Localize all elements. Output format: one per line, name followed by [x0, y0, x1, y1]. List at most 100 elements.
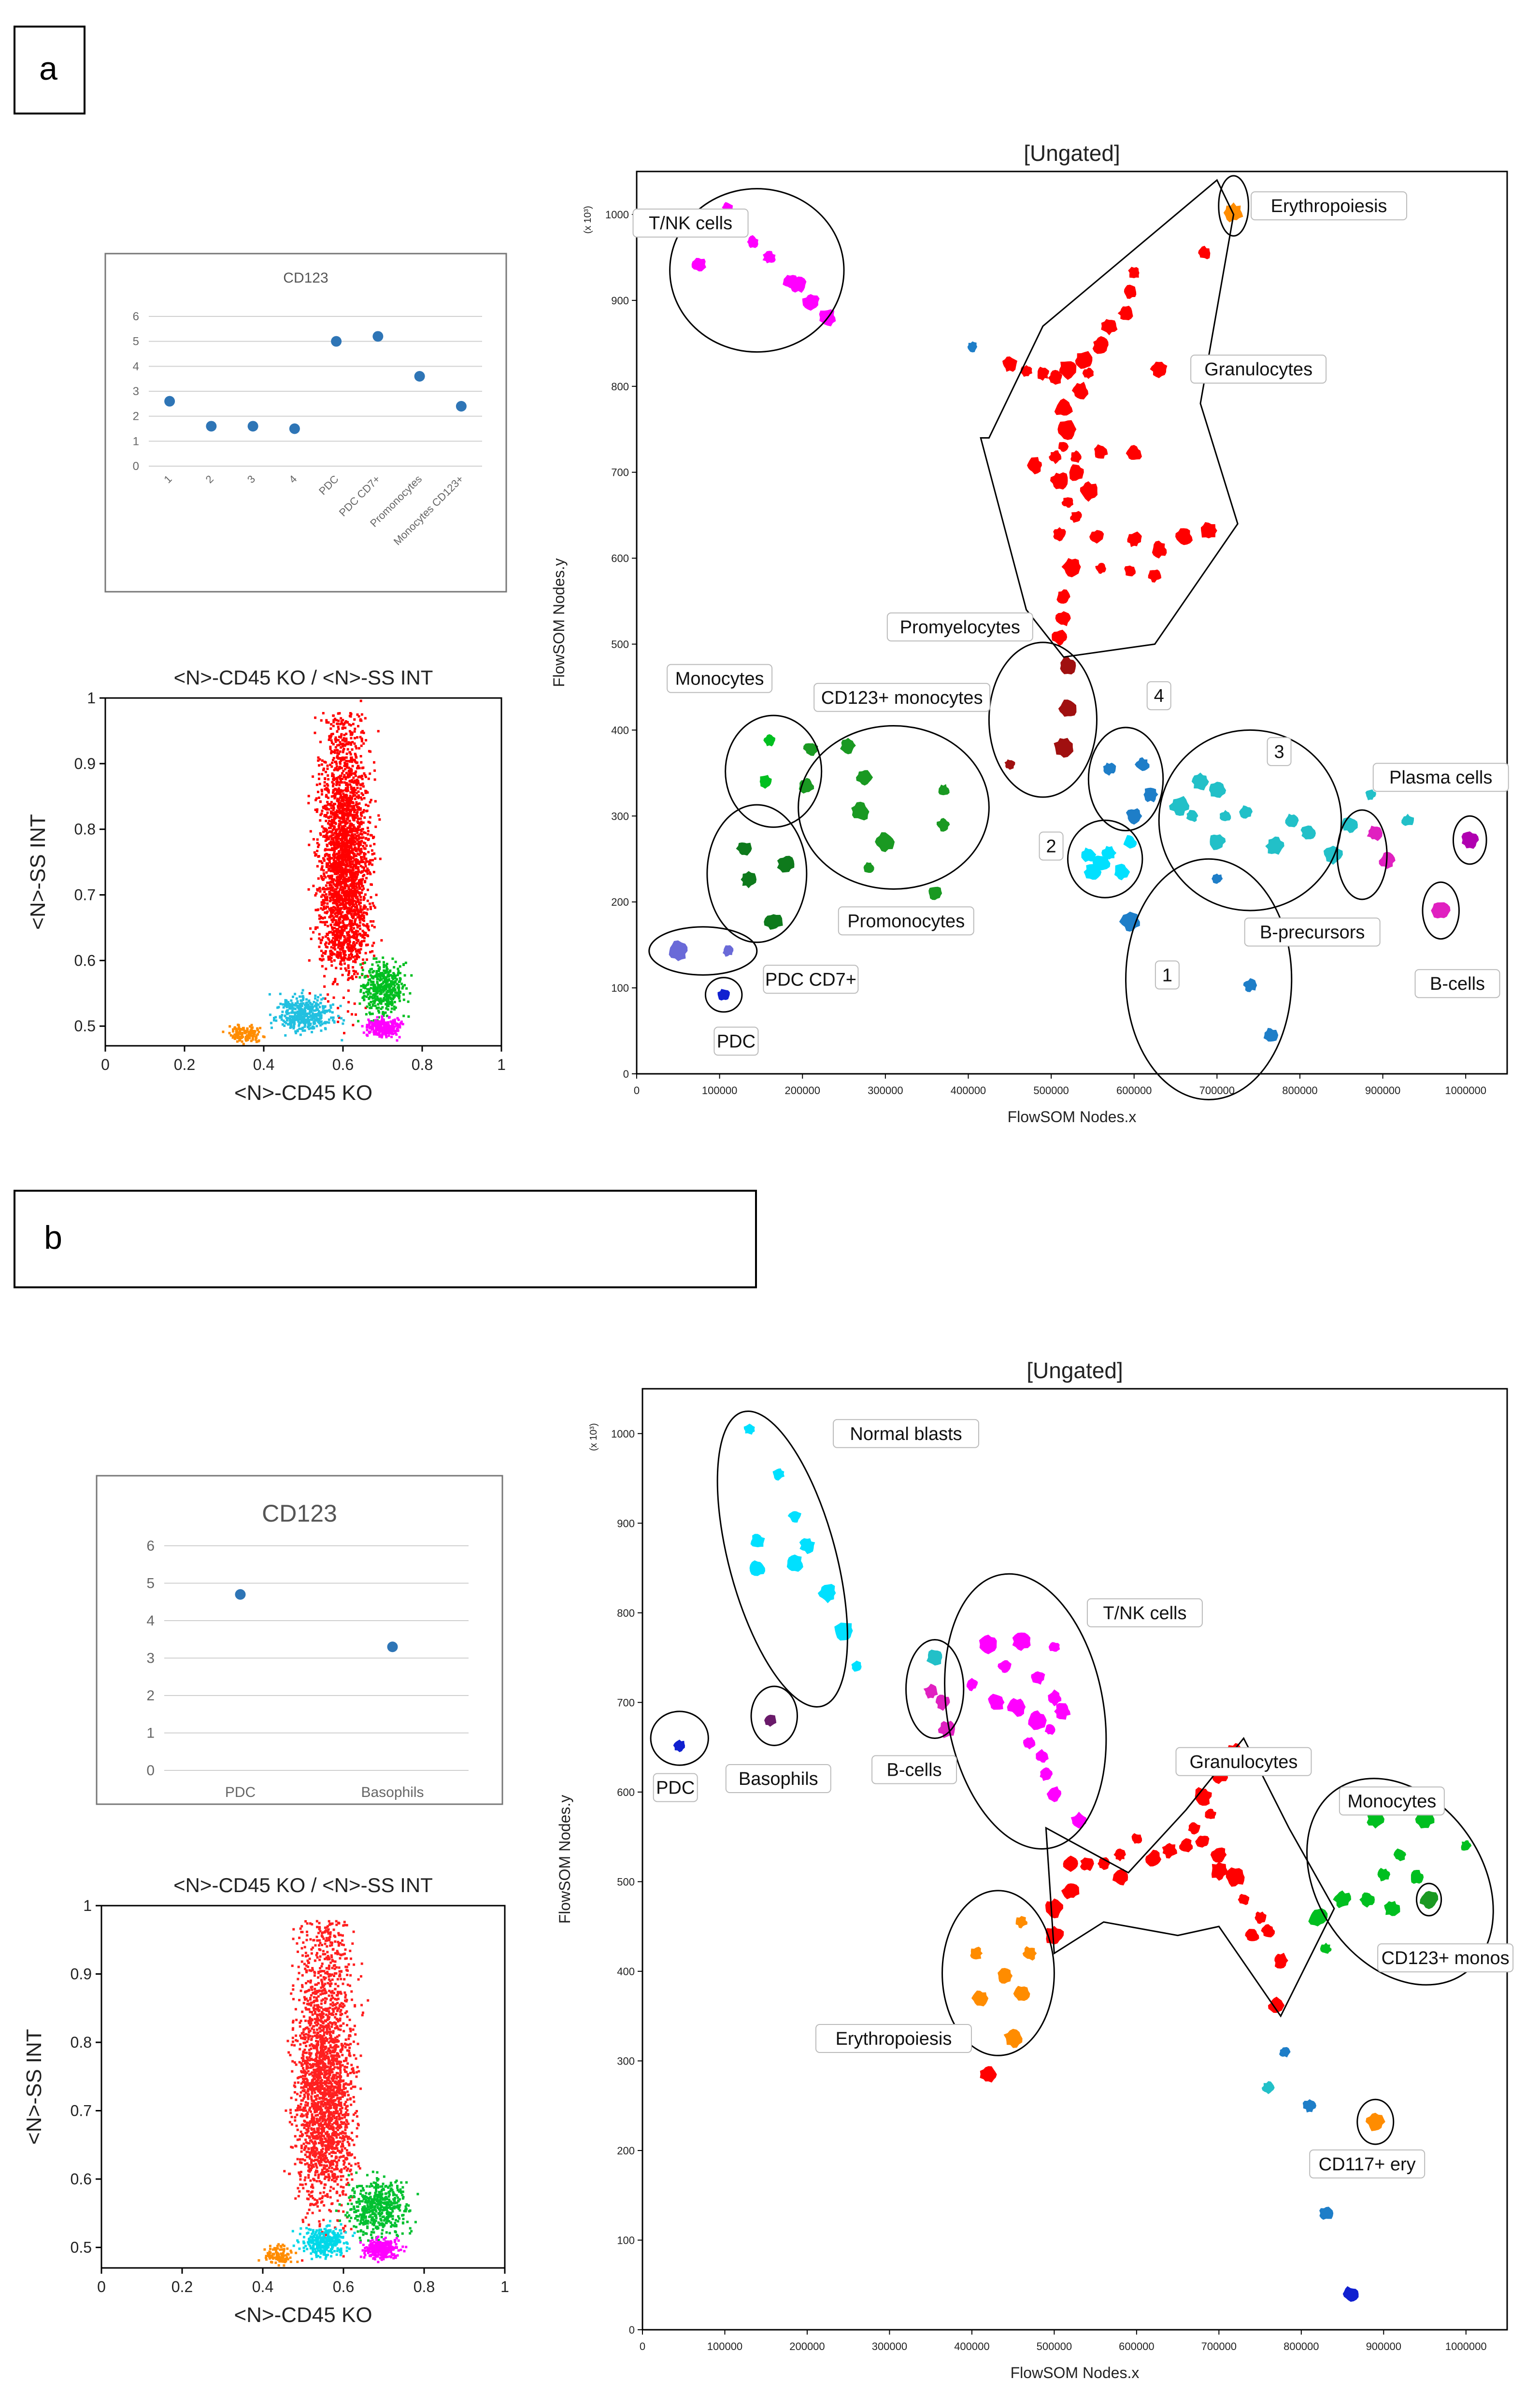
event-dot — [268, 993, 271, 996]
event-dot — [352, 1024, 355, 1026]
event-dot — [324, 952, 327, 955]
som-node — [1080, 481, 1098, 502]
event-dot — [330, 804, 333, 807]
event-dot — [355, 870, 357, 873]
label-text: Promonocytes — [847, 911, 965, 931]
event-dot — [332, 833, 335, 836]
event-dot — [375, 961, 378, 964]
event-dot — [332, 773, 335, 776]
event-dot — [347, 879, 350, 882]
event-dot — [316, 838, 319, 841]
event-dot — [355, 976, 357, 978]
event-dot — [393, 994, 396, 997]
event-dot — [306, 2142, 309, 2145]
event-dot — [366, 983, 369, 986]
event-dot — [325, 815, 328, 818]
event-dot — [357, 866, 359, 869]
event-dot — [352, 801, 355, 804]
event-dot — [312, 2197, 314, 2199]
y-tick-label: 4 — [133, 360, 139, 373]
som-node — [1055, 611, 1071, 627]
event-dot — [308, 2124, 311, 2127]
event-dot — [351, 748, 354, 751]
event-dot — [317, 1010, 320, 1013]
event-dot — [338, 930, 341, 933]
event-dot — [229, 1034, 232, 1037]
event-dot — [353, 718, 356, 721]
event-dot — [371, 853, 374, 855]
event-dot — [334, 938, 337, 941]
event-dot — [332, 898, 335, 900]
event-dot — [248, 1032, 251, 1035]
event-dot — [353, 742, 356, 745]
event-dot — [357, 847, 360, 850]
event-dot — [369, 992, 372, 995]
event-dot — [393, 1018, 396, 1021]
event-dot — [333, 900, 336, 902]
event-dot — [324, 1957, 326, 1960]
event-dot — [320, 2113, 323, 2116]
event-dot — [323, 921, 326, 924]
event-dot — [359, 878, 362, 881]
event-dot — [333, 896, 336, 898]
gate-ellipse — [704, 977, 743, 1013]
event-dot — [327, 958, 330, 961]
event-dot — [338, 743, 341, 746]
event-dot — [351, 885, 353, 888]
event-dot — [322, 2103, 325, 2106]
event-dot — [354, 879, 357, 882]
event-dot — [340, 810, 342, 812]
event-dot — [339, 779, 342, 782]
event-dot — [342, 876, 345, 879]
event-dot — [341, 881, 343, 884]
event-dot — [327, 803, 329, 806]
event-dot — [345, 817, 348, 820]
event-dot — [332, 902, 335, 904]
event-dot — [363, 847, 366, 850]
event-dot — [397, 995, 400, 998]
event-dot — [298, 1024, 300, 1027]
event-dot — [369, 801, 371, 804]
event-dot — [316, 2004, 319, 2007]
event-dot — [352, 776, 355, 779]
y-tick-label: 300 — [611, 810, 629, 822]
gate-ellipse — [798, 725, 990, 890]
event-dot — [337, 928, 339, 931]
event-dot — [385, 992, 388, 995]
event-dot — [353, 973, 356, 975]
event-dot — [356, 820, 359, 823]
event-dot — [340, 883, 342, 885]
event-dot — [306, 2116, 309, 2119]
event-dot — [347, 816, 350, 819]
event-dot — [382, 981, 385, 983]
event-dot — [328, 1924, 331, 1926]
event-dot — [339, 954, 342, 956]
event-dot — [328, 2179, 330, 2181]
event-dot — [354, 943, 356, 946]
event-dot — [319, 1012, 322, 1015]
event-dot — [399, 972, 401, 974]
event-dot — [307, 795, 310, 798]
som-node — [1210, 834, 1226, 850]
event-dot — [344, 913, 347, 916]
event-dot — [321, 2081, 324, 2084]
som-node — [1212, 873, 1223, 884]
event-dot — [391, 1024, 394, 1026]
event-dot — [310, 1952, 313, 1955]
event-dot — [319, 833, 322, 836]
event-dot — [296, 1030, 299, 1033]
event-dot — [355, 939, 358, 941]
event-dot — [323, 858, 326, 861]
event-dot — [378, 1016, 380, 1019]
event-dot — [352, 834, 355, 837]
event-dot — [328, 735, 331, 738]
event-dot — [355, 835, 358, 838]
event-dot — [326, 1945, 328, 1948]
event-dot — [364, 774, 367, 777]
event-dot — [316, 2103, 319, 2106]
som-node — [1058, 442, 1069, 452]
event-dot — [345, 899, 348, 901]
event-dot — [329, 1006, 332, 1009]
event-dot — [330, 741, 333, 744]
event-dot — [300, 1004, 303, 1007]
